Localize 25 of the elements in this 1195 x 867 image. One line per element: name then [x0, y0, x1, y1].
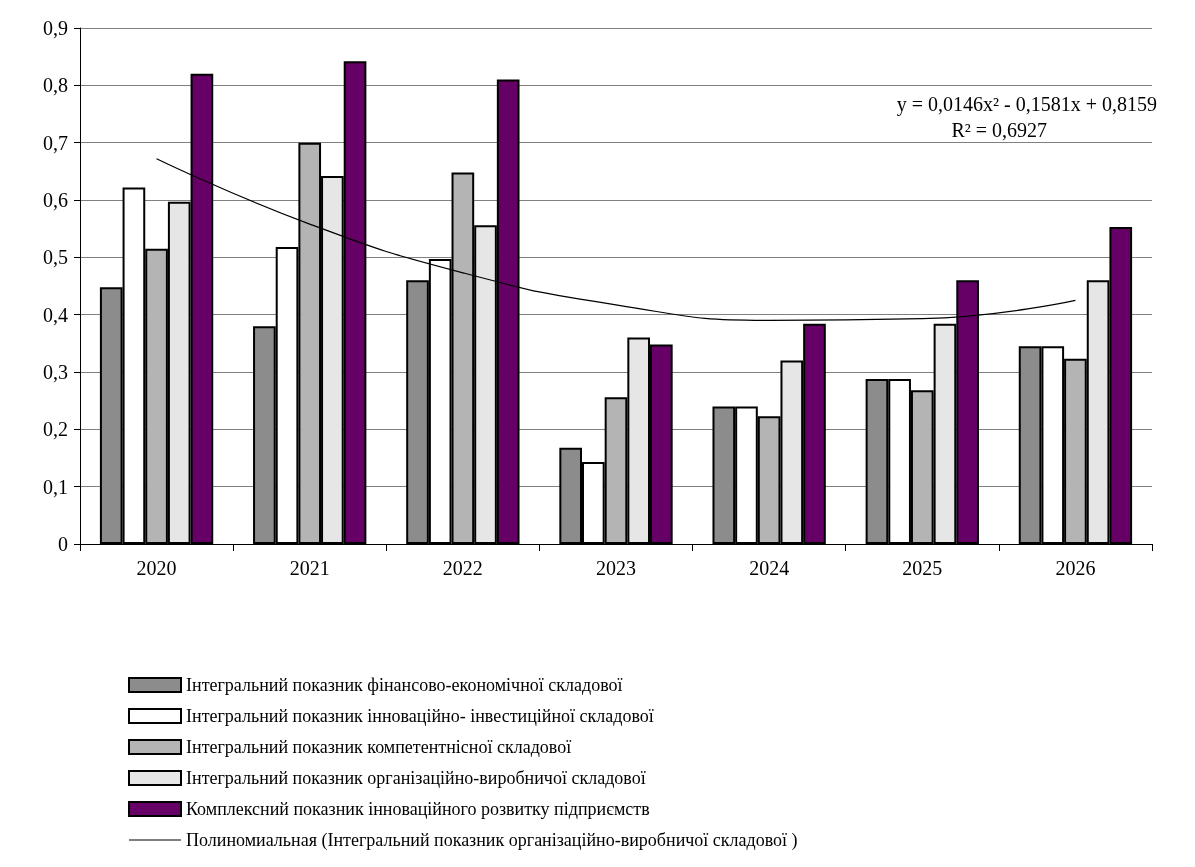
y-tick-label: 0,5: [43, 246, 68, 269]
legend-label: Інтегральний показник фінансово-економічної складової: [186, 675, 623, 695]
x-tick-label: 2023: [596, 557, 636, 579]
y-tick-label: 0,8: [43, 74, 68, 97]
y-tick-label: 0,4: [43, 303, 68, 326]
x-tick-label: 2026: [1055, 557, 1096, 579]
legend-label: Комплексний показник інноваційного розвитку підприємств: [186, 799, 650, 819]
x-tick-label: 2021: [289, 557, 330, 579]
annotation: y = 0,0146x² - 0,1581x + 0,8159: [896, 93, 1157, 116]
y-tick-label: 0,6: [43, 189, 68, 211]
y-tick-label: 0: [58, 533, 68, 555]
legend-label: Інтегральний показник компетентнісної складової: [186, 737, 572, 757]
x-tick-label: 2020: [136, 557, 177, 579]
y-tick-label: 0,1: [43, 475, 68, 498]
x-tick-label: 2024: [749, 557, 790, 579]
y-tick-label: 0,7: [43, 131, 68, 154]
y-tick-label: 0,2: [43, 418, 68, 441]
annotation: R² = 0,6927: [951, 119, 1048, 141]
y-tick-label: 0,3: [43, 361, 68, 383]
legend-label: Полиномиальная (Інтегральний показник організаційно-виробничої складової ): [186, 830, 798, 851]
x-tick-label: 2025: [902, 557, 943, 579]
y-tick-label: 0,9: [43, 17, 68, 39]
x-tick-label: 2022: [442, 557, 483, 579]
legend-label: Інтегральний показник інноваційно- інвестиційної складової: [186, 706, 654, 726]
legend-label: Інтегральний показник організаційно-виробничої складової: [186, 768, 646, 788]
